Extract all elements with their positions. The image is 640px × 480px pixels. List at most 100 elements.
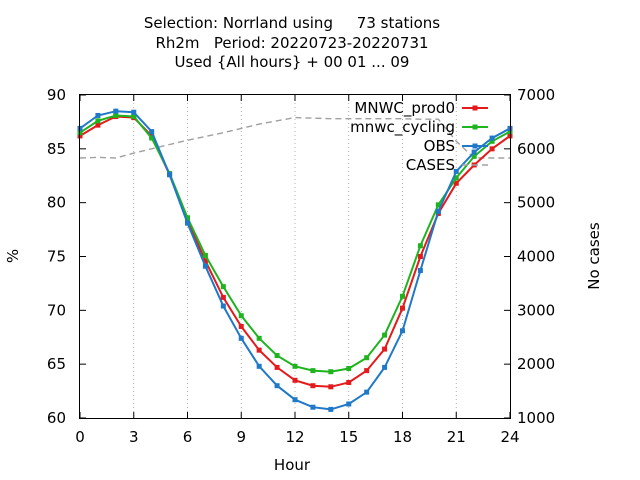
data-point-mnwc-cycling bbox=[274, 353, 280, 359]
data-point-mnwc-cycling bbox=[113, 112, 119, 118]
y-tick-label: 90 bbox=[47, 86, 66, 104]
data-point-mnwc-cycling bbox=[256, 335, 262, 341]
y2-axis-label: No cases bbox=[585, 222, 603, 290]
data-point-obs bbox=[220, 303, 226, 309]
data-point-mnwc-prod0 bbox=[346, 379, 352, 385]
data-point-mnwc-prod0 bbox=[310, 383, 316, 389]
data-point-mnwc-cycling bbox=[382, 332, 388, 338]
data-point-obs bbox=[113, 108, 119, 114]
data-point-mnwc-prod0 bbox=[238, 323, 244, 329]
data-point-mnwc-prod0 bbox=[453, 180, 459, 186]
data-point-obs bbox=[471, 149, 477, 155]
data-point-obs bbox=[364, 389, 370, 395]
x-tick-label: 12 bbox=[285, 428, 304, 446]
legend-label-cases: CASES bbox=[406, 156, 455, 174]
legend-label-obs: OBS bbox=[424, 137, 455, 155]
data-point-mnwc-prod0 bbox=[382, 346, 388, 352]
data-point-mnwc-prod0 bbox=[364, 368, 370, 374]
data-point-obs bbox=[400, 328, 405, 334]
data-point-mnwc-cycling bbox=[489, 138, 495, 144]
y2-tick-label: 4000 bbox=[517, 248, 555, 266]
x-tick-label: 6 bbox=[183, 428, 193, 446]
legend-marker-mnwc-cycling bbox=[472, 124, 478, 130]
x-tick-label: 3 bbox=[129, 428, 139, 446]
chart-title-line-2: Rh2m Period: 20220723-20220731 bbox=[155, 33, 429, 52]
x-tick-label: 18 bbox=[393, 428, 412, 446]
data-point-mnwc-cycling bbox=[364, 355, 370, 361]
plot-frame bbox=[79, 94, 511, 419]
data-point-mnwc-cycling bbox=[292, 363, 298, 369]
data-point-obs bbox=[95, 112, 101, 118]
data-point-mnwc-prod0 bbox=[417, 254, 423, 259]
data-point-obs bbox=[202, 263, 208, 269]
y-tick-label: 60 bbox=[47, 409, 66, 427]
y-tick-label: 80 bbox=[47, 194, 66, 212]
y2-tick-label: 6000 bbox=[517, 140, 555, 158]
data-point-mnwc-cycling bbox=[435, 202, 441, 208]
data-point-obs bbox=[185, 220, 190, 226]
data-point-mnwc-cycling bbox=[238, 313, 244, 319]
data-point-mnwc-prod0 bbox=[220, 294, 226, 300]
chart-title: Selection: Norrland using 73 stations Rh2… bbox=[0, 14, 584, 73]
data-point-obs bbox=[382, 364, 388, 370]
data-point-obs bbox=[328, 406, 334, 412]
y-tick-label: 75 bbox=[47, 248, 66, 266]
y2-tick-label: 3000 bbox=[517, 301, 555, 319]
data-point-mnwc-cycling bbox=[400, 293, 405, 299]
series-line-cases bbox=[79, 116, 510, 159]
legend-label-mnwc-cycling: mnwc_cycling bbox=[350, 118, 455, 137]
data-point-mnwc-prod0 bbox=[400, 305, 405, 311]
data-point-obs bbox=[310, 404, 316, 410]
data-point-obs bbox=[167, 172, 173, 178]
data-point-mnwc-prod0 bbox=[328, 384, 334, 390]
x-tick-label: 21 bbox=[447, 428, 466, 446]
data-point-obs bbox=[346, 401, 352, 407]
x-tick-label: 24 bbox=[500, 428, 519, 446]
data-point-obs bbox=[149, 129, 155, 135]
data-point-mnwc-cycling bbox=[131, 114, 137, 120]
x-axis-label: Hour bbox=[274, 456, 311, 474]
x-tick-label: 15 bbox=[339, 428, 358, 446]
data-point-mnwc-prod0 bbox=[274, 364, 280, 370]
data-point-obs bbox=[417, 267, 423, 273]
data-point-mnwc-cycling bbox=[453, 175, 459, 181]
chart-title-line-3: Used {All hours} + 00 01 ... 09 bbox=[174, 53, 410, 71]
legend-label-mnwc-prod0: MNWC_prod0 bbox=[354, 99, 455, 118]
data-point-mnwc-prod0 bbox=[202, 258, 208, 264]
data-point-mnwc-cycling bbox=[310, 368, 316, 374]
data-point-mnwc-prod0 bbox=[95, 122, 101, 128]
x-tick-label: 9 bbox=[236, 428, 246, 446]
data-point-obs bbox=[274, 383, 280, 389]
data-point-obs bbox=[489, 135, 495, 141]
data-point-mnwc-prod0 bbox=[489, 146, 495, 152]
data-point-mnwc-cycling bbox=[149, 135, 155, 141]
cases-series-layer bbox=[79, 116, 510, 159]
legend-marker-mnwc-prod0 bbox=[472, 105, 478, 111]
data-point-obs bbox=[292, 397, 298, 403]
data-point-mnwc-cycling bbox=[202, 252, 208, 258]
data-point-mnwc-cycling bbox=[95, 118, 101, 124]
data-point-obs bbox=[256, 363, 262, 369]
y2-tick-label: 2000 bbox=[517, 355, 555, 373]
y-tick-label: 70 bbox=[47, 301, 66, 319]
y-tick-label: 65 bbox=[47, 355, 66, 373]
data-point-mnwc-prod0 bbox=[292, 377, 298, 383]
data-point-obs bbox=[131, 109, 137, 115]
grid bbox=[133, 95, 457, 418]
data-point-obs bbox=[238, 335, 244, 341]
data-point-mnwc-cycling bbox=[220, 284, 226, 290]
data-point-mnwc-cycling bbox=[471, 153, 477, 159]
y2-tick-label: 5000 bbox=[517, 194, 555, 212]
y2-tick-label: 1000 bbox=[517, 409, 555, 427]
data-point-obs bbox=[453, 168, 459, 174]
y-axis-label: % bbox=[4, 249, 22, 263]
data-point-obs bbox=[435, 208, 441, 214]
axis-ticks: 0 3 6 9 12 15 18 21 24 60 65 70 75 80 85 90 1000 2000 3000… bbox=[47, 86, 555, 446]
x-tick-label: 0 bbox=[75, 428, 85, 446]
data-point-mnwc-cycling bbox=[417, 243, 423, 249]
data-point-mnwc-cycling bbox=[346, 365, 352, 371]
data-point-mnwc-prod0 bbox=[256, 347, 262, 353]
y-tick-label: 85 bbox=[47, 140, 66, 158]
